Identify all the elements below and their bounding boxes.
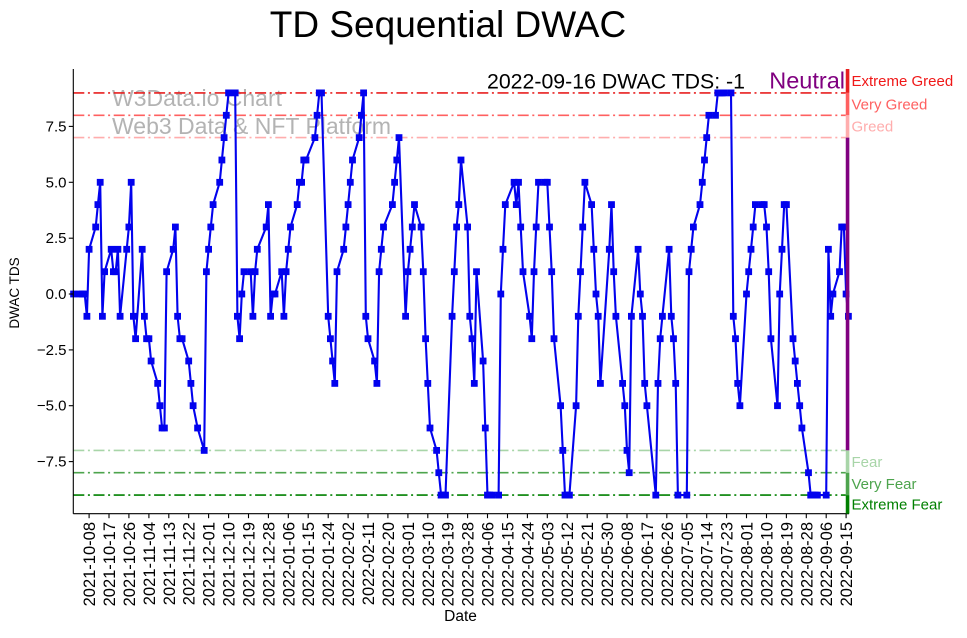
svg-text:2022-06-08: 2022-06-08 [619,522,637,606]
svg-text:−7.5: −7.5 [37,454,67,471]
svg-text:2022-05-21: 2022-05-21 [579,522,597,606]
svg-text:2022-07-14: 2022-07-14 [699,522,717,606]
svg-text:−5.0: −5.0 [37,398,67,415]
svg-text:2022-03-28: 2022-03-28 [460,522,478,606]
svg-text:2022-01-15: 2022-01-15 [300,522,318,606]
svg-text:7.5: 7.5 [46,118,67,135]
svg-text:Extreme Fear: Extreme Fear [852,497,943,514]
svg-text:2021-12-10: 2021-12-10 [221,522,239,606]
svg-text:2022-02-20: 2022-02-20 [380,522,398,606]
svg-text:2022-09-06: 2022-09-06 [818,522,836,606]
svg-text:5.0: 5.0 [46,174,67,191]
svg-text:2022-05-12: 2022-05-12 [559,522,577,606]
svg-text:2021-12-19: 2021-12-19 [241,522,259,606]
svg-text:Greed: Greed [852,119,894,136]
svg-text:Very Greed: Very Greed [852,96,928,113]
svg-text:Very Fear: Very Fear [852,476,917,493]
svg-text:2022-04-15: 2022-04-15 [500,522,518,606]
svg-text:2022-03-01: 2022-03-01 [400,522,418,606]
svg-text:Web3 Data & NFT Platform: Web3 Data & NFT Platform [112,113,391,139]
svg-text:2022-04-24: 2022-04-24 [519,522,537,606]
svg-text:2022-03-19: 2022-03-19 [440,522,458,606]
svg-text:2021-10-08: 2021-10-08 [81,522,99,606]
svg-text:2021-11-04: 2021-11-04 [141,522,159,605]
svg-text:2022-09-16 DWAC TDS: -1: 2022-09-16 DWAC TDS: -1 [487,70,745,94]
svg-text:2022-07-05: 2022-07-05 [679,522,697,606]
svg-text:W3Data.io Chart: W3Data.io Chart [112,85,283,111]
svg-text:2022-07-23: 2022-07-23 [719,522,737,606]
svg-text:2021-12-01: 2021-12-01 [201,522,219,606]
svg-text:2022-01-06: 2022-01-06 [280,522,298,606]
svg-text:2021-11-22: 2021-11-22 [181,522,199,605]
svg-text:Fear: Fear [852,454,883,471]
svg-text:2022-02-11: 2022-02-11 [360,522,378,605]
svg-text:2022-08-28: 2022-08-28 [798,522,816,606]
svg-text:2022-04-06: 2022-04-06 [480,522,498,606]
svg-text:2022-05-30: 2022-05-30 [599,522,617,606]
svg-text:2022-03-10: 2022-03-10 [420,522,438,606]
svg-text:2022-06-26: 2022-06-26 [659,522,677,606]
svg-text:2021-10-17: 2021-10-17 [101,522,119,606]
svg-text:2021-10-26: 2021-10-26 [121,522,139,606]
svg-text:2021-12-28: 2021-12-28 [260,522,278,606]
svg-text:2022-06-17: 2022-06-17 [639,522,657,606]
svg-text:Extreme Greed: Extreme Greed [852,73,954,90]
svg-text:2022-08-10: 2022-08-10 [759,522,777,606]
svg-text:2.5: 2.5 [46,230,67,247]
svg-text:TD Sequential DWAC: TD Sequential DWAC [270,4,626,45]
svg-text:−2.5: −2.5 [37,342,67,359]
svg-text:2022-01-24: 2022-01-24 [320,522,338,606]
svg-text:2022-08-01: 2022-08-01 [739,522,757,606]
svg-text:Date: Date [444,608,477,625]
svg-text:Neutral: Neutral [769,68,845,94]
svg-text:2022-02-02: 2022-02-02 [340,522,358,606]
svg-text:2022-09-15: 2022-09-15 [838,522,856,606]
svg-text:0.0: 0.0 [46,286,67,303]
svg-text:2022-08-19: 2022-08-19 [778,522,796,606]
svg-text:2021-11-13: 2021-11-13 [161,522,179,605]
svg-text:DWAC TDS: DWAC TDS [7,257,22,328]
svg-text:2022-05-03: 2022-05-03 [539,522,557,606]
